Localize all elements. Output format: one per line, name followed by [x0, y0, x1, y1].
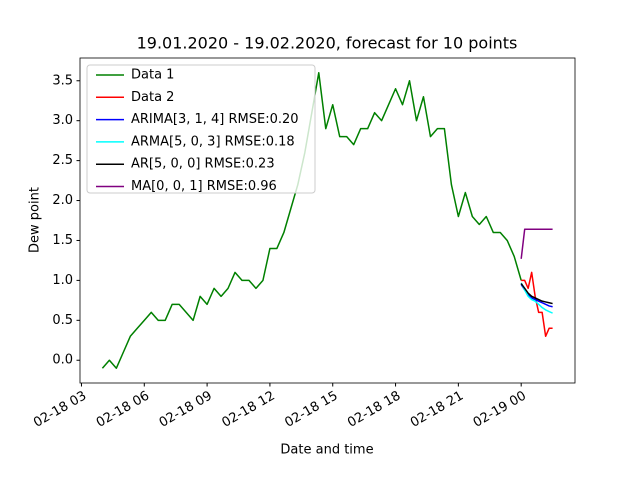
- series-line: [520, 228, 553, 259]
- legend-label: Data 2: [131, 90, 174, 105]
- legend-label: ARMA[5, 0, 3] RMSE:0.18: [131, 134, 295, 149]
- y-tick-label: 1.0: [52, 273, 73, 288]
- y-tick-label: 2.5: [52, 153, 73, 168]
- y-tick-label: 0.5: [52, 313, 73, 328]
- series-line: [520, 282, 553, 314]
- legend-label: ARIMA[3, 1, 4] RMSE:0.20: [131, 112, 299, 127]
- y-tick-label: 0.0: [52, 353, 73, 368]
- y-axis-label: Dew point: [28, 187, 43, 253]
- plot-frame: [79, 57, 576, 384]
- y-tick-label: 3.5: [52, 73, 73, 88]
- legend-label: Data 1: [131, 68, 174, 83]
- x-axis-label: Date and time: [280, 443, 373, 458]
- legend-box: [86, 64, 316, 194]
- series-line: [521, 271, 553, 338]
- legend-label: AR[5, 0, 0] RMSE:0.23: [131, 157, 275, 172]
- y-tick-label: 3.0: [52, 113, 73, 128]
- y-tick-label: 1.5: [52, 233, 73, 248]
- legend-label: MA[0, 0, 1] RMSE:0.96: [131, 179, 277, 194]
- chart-title: 19.01.2020 - 19.02.2020, forecast for 10…: [137, 34, 518, 53]
- legend: Data 1 Data 2 ARIMA[3, 1, 4] RMSE:0.20 ARMA…: [86, 64, 316, 194]
- y-tick-label: 2.0: [52, 193, 73, 208]
- series-line: [520, 283, 553, 305]
